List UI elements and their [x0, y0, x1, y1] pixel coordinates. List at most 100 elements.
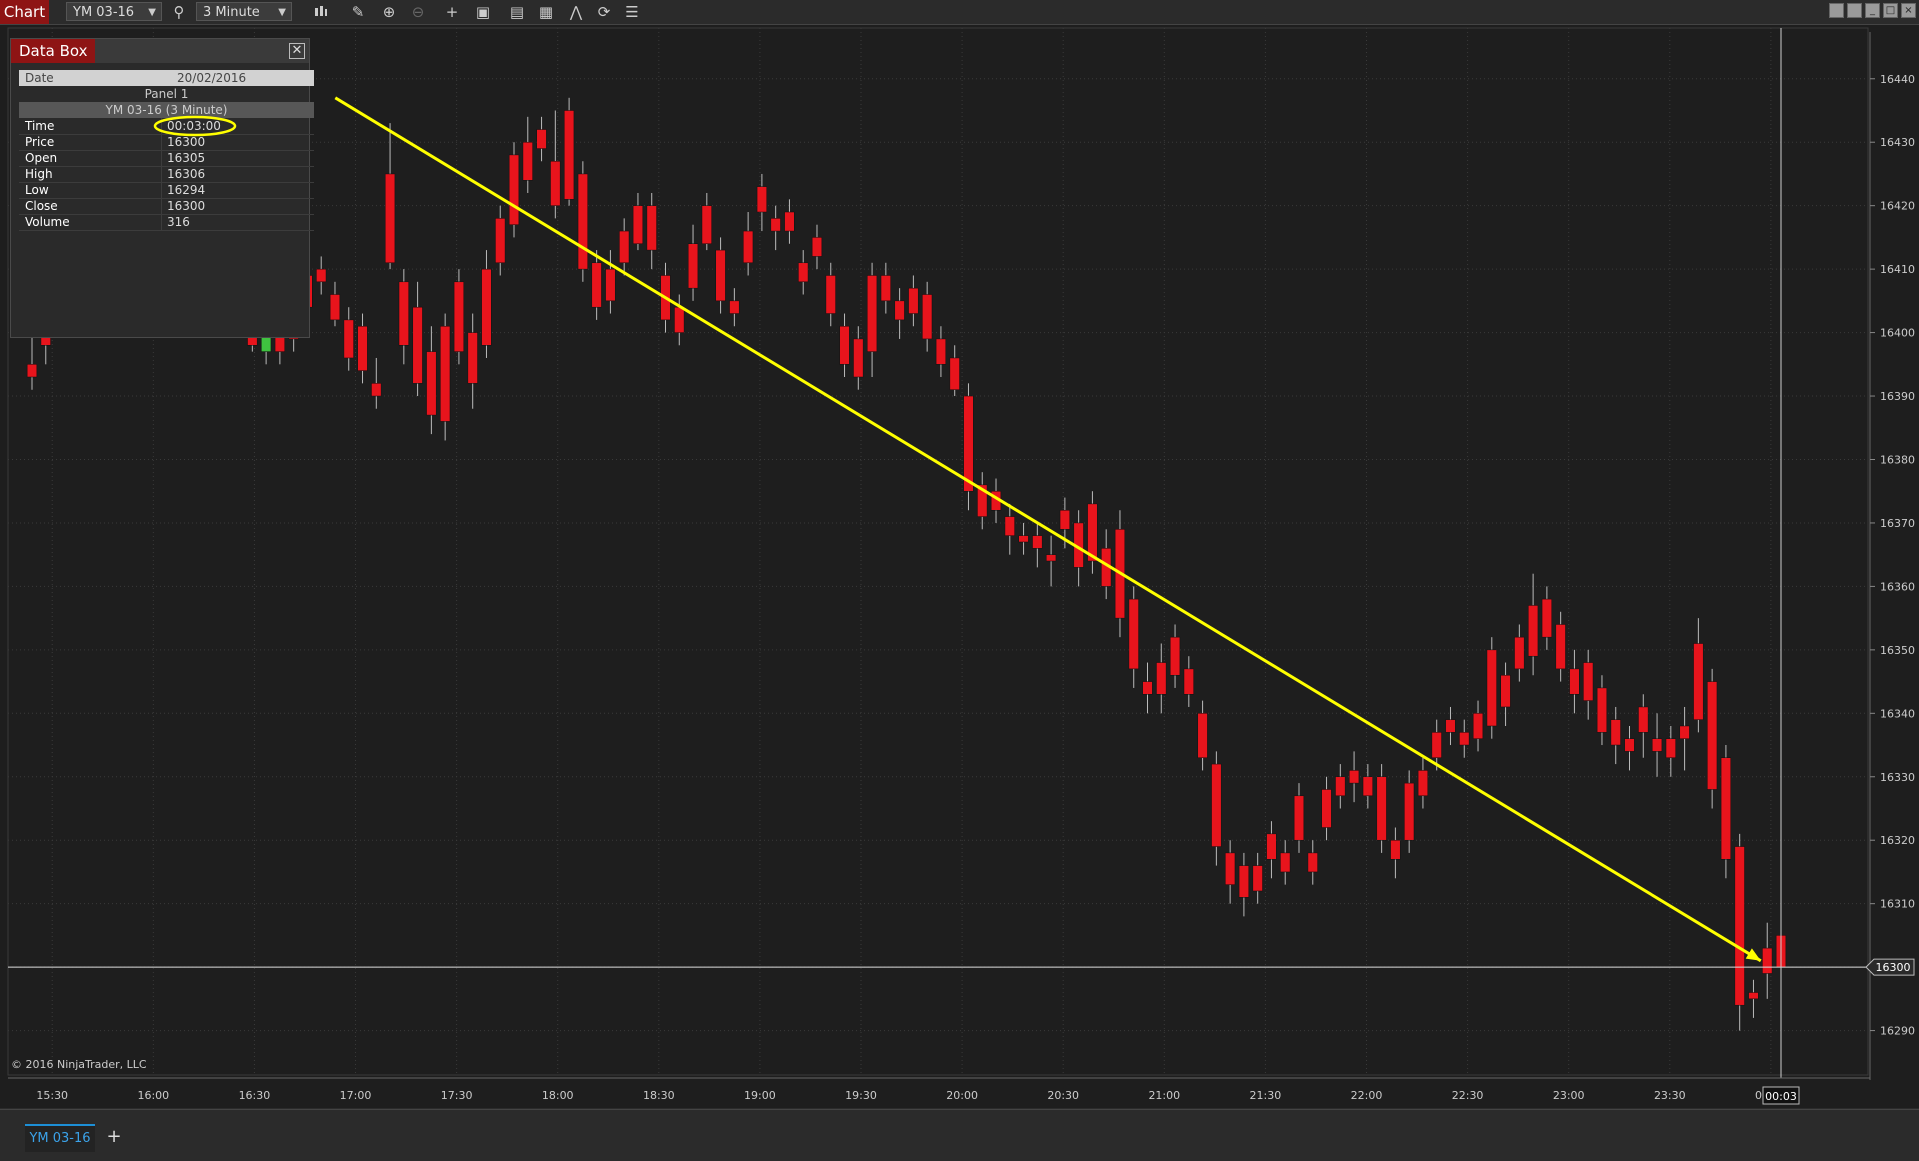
- search-icon[interactable]: ⚲: [173, 3, 185, 21]
- candle: [880, 262, 891, 314]
- time-axis[interactable]: 15:30 16:00 16:30 17:00 17:30 18:00 18:30 19:00…: [8, 1077, 1870, 1105]
- price-chart[interactable]: 16290 16300 16310 16320 16330 16340 16350 16360…: [0, 0, 1919, 1108]
- tile-icon[interactable]: [1847, 3, 1862, 18]
- data-box-field-value: 16300: [167, 135, 206, 149]
- interval-selector[interactable]: 3 Minute ▼: [196, 2, 292, 21]
- candle: [963, 383, 974, 511]
- properties-icon[interactable]: ▣: [475, 3, 491, 21]
- candle-body-down: [977, 484, 988, 517]
- candle: [1156, 643, 1167, 714]
- candle-body-down: [1665, 738, 1676, 758]
- close-icon[interactable]: ×: [1901, 3, 1916, 18]
- last-price-marker: 16300: [1865, 958, 1915, 976]
- crosshair-icon[interactable]: +: [445, 3, 459, 21]
- candle: [316, 256, 327, 295]
- candle-body-down: [1280, 852, 1291, 873]
- zoom-in-icon[interactable]: ⊕: [382, 3, 396, 21]
- candle: [398, 269, 409, 365]
- minimize-icon[interactable]: _: [1865, 3, 1880, 18]
- candle: [1500, 662, 1511, 726]
- candle: [1142, 662, 1153, 714]
- candle: [1472, 700, 1484, 752]
- price-tick-label: 16290: [1880, 1025, 1915, 1038]
- chart-overlay: [8, 28, 1870, 1078]
- data-box-row: High 16306: [19, 166, 314, 183]
- time-tick-label: 20:00: [946, 1089, 978, 1102]
- candle-body-down: [646, 205, 657, 251]
- time-tick-label: 21:00: [1148, 1089, 1180, 1102]
- chart-style-icon[interactable]: [310, 1, 332, 23]
- chart-toolbar: Chart YM 03-16 ▼ ⚲ 3 Minute ▼ ✎ ⊕ ⊖ + ▣ …: [0, 0, 1919, 25]
- candle-body-down: [798, 262, 809, 283]
- price-axis[interactable]: 16290 16300 16310 16320 16330 16340 16350 16360…: [1865, 32, 1915, 1080]
- time-tick-label: 19:00: [744, 1089, 776, 1102]
- candle-body-down: [1651, 738, 1663, 752]
- price-tick-label: 16310: [1880, 898, 1915, 911]
- candle-body-down: [839, 325, 850, 365]
- candle: [1211, 751, 1222, 866]
- maximize-icon[interactable]: □: [1883, 3, 1898, 18]
- instrument-selector[interactable]: YM 03-16 ▼: [66, 2, 162, 21]
- zoom-out-icon[interactable]: ⊖: [411, 3, 425, 21]
- tab-ym-03-16[interactable]: YM 03-16: [25, 1124, 95, 1152]
- strategies-icon[interactable]: ⟳: [597, 3, 611, 21]
- candle: [1720, 745, 1731, 879]
- copyright-text: © 2016 NinjaTrader, LLC: [11, 1058, 147, 1071]
- data-box-field-label: Low: [25, 183, 49, 197]
- candle: [1459, 719, 1470, 758]
- data-series-icon[interactable]: ▤: [509, 3, 525, 21]
- candle-body-down: [605, 268, 616, 302]
- candle: [1266, 821, 1277, 879]
- indicators-icon[interactable]: ⋀: [569, 3, 583, 21]
- price-tick-label: 16400: [1880, 327, 1915, 340]
- candle-body-down: [949, 357, 960, 390]
- candle: [1431, 719, 1442, 771]
- cursor-time-marker: 00:03: [1762, 1086, 1800, 1105]
- data-box-field-label: Open: [25, 151, 58, 165]
- templates-icon[interactable]: ▦: [538, 3, 554, 21]
- chevron-down-icon: ▼: [278, 7, 286, 18]
- candle-body-down: [674, 306, 685, 333]
- data-box-field-label: Time: [25, 119, 55, 133]
- add-tab-button[interactable]: +: [106, 1126, 122, 1147]
- candle-body-down: [701, 205, 712, 244]
- candle-body-down: [1266, 833, 1277, 860]
- data-box-panel[interactable]: Data Box ✕ Date 20/02/2016 Panel 1 YM 03…: [10, 38, 314, 338]
- cursor-time-box: [1762, 1086, 1800, 1105]
- candle-body-down: [1569, 668, 1580, 695]
- candle: [1238, 852, 1249, 917]
- data-box-field-value: 16305: [167, 151, 206, 165]
- price-tick-label: 16320: [1880, 834, 1915, 847]
- candle-body-down: [1541, 598, 1552, 638]
- data-box-field-label: Price: [25, 135, 55, 149]
- candle-body-down: [384, 173, 396, 264]
- time-tick-label: 19:30: [845, 1089, 877, 1102]
- tile-icon[interactable]: [1829, 3, 1844, 18]
- candle: [632, 192, 644, 251]
- price-tick-label: 16370: [1880, 517, 1915, 530]
- candle-body-down: [1362, 776, 1373, 797]
- cursor-time-label: 00:03: [1765, 1090, 1797, 1103]
- price-tick-label: 16360: [1880, 580, 1915, 593]
- date-row: Date 20/02/2016: [19, 70, 314, 86]
- candle: [784, 199, 795, 244]
- list-icon[interactable]: ☰: [625, 3, 639, 21]
- candle: [853, 326, 864, 390]
- candle-body-down: [1087, 503, 1098, 562]
- candle-body-down: [1238, 865, 1249, 898]
- price-tick-label: 16420: [1880, 200, 1915, 213]
- candle-body-down: [1293, 795, 1305, 841]
- candle-body-down: [453, 281, 464, 352]
- chart-window-tab[interactable]: Chart: [0, 0, 49, 24]
- candle-body-down: [1349, 770, 1360, 784]
- data-box-header[interactable]: Data Box ✕: [11, 39, 309, 63]
- trendline-arrow: [334, 96, 1762, 963]
- candle-body-down: [508, 154, 520, 225]
- candle: [1555, 611, 1566, 682]
- candle: [384, 123, 396, 270]
- pencil-icon[interactable]: ✎: [351, 3, 365, 21]
- close-icon[interactable]: ✕: [289, 43, 305, 59]
- date-label: Date: [25, 71, 54, 85]
- candle-body-down: [1417, 770, 1429, 797]
- candle-body-down: [550, 161, 561, 206]
